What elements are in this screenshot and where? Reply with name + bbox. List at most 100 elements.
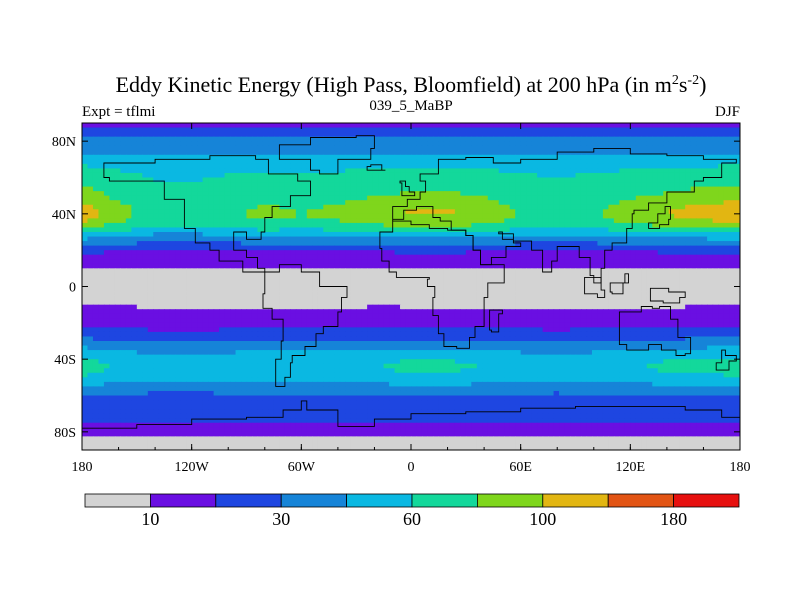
field-cell [251, 200, 259, 206]
field-cell [635, 172, 642, 179]
field-cell [197, 127, 204, 133]
field-cell [361, 123, 368, 129]
field-cell [186, 204, 193, 210]
field-cell [367, 291, 374, 297]
field-cell [679, 263, 686, 269]
field-cell [273, 123, 280, 129]
field-cell [125, 300, 132, 306]
field-cell [208, 218, 215, 224]
field-cell [690, 254, 697, 260]
field-cell [438, 268, 445, 274]
field-cell [586, 245, 593, 251]
field-cell [674, 172, 681, 179]
field-cell [438, 241, 445, 247]
field-cell [591, 209, 599, 215]
field-cell [564, 200, 571, 206]
field-cell [465, 236, 472, 242]
field-cell [416, 204, 423, 210]
field-cell [454, 200, 461, 206]
field-cell [443, 204, 450, 210]
field-cell [570, 182, 577, 188]
field-cell [213, 204, 220, 210]
field-cell [345, 141, 352, 147]
field-cell [729, 263, 736, 269]
field-cell [591, 191, 599, 197]
field-cell [147, 195, 154, 201]
field-cell [98, 159, 105, 165]
field-cell [624, 200, 631, 206]
field-cell [542, 154, 549, 160]
field-cell [306, 236, 313, 242]
field-cell [679, 127, 686, 133]
field-cell [405, 141, 412, 147]
field-cell [273, 132, 280, 138]
field-cell [542, 145, 549, 151]
field-cell [515, 272, 522, 279]
field-cell [641, 222, 648, 229]
field-cell [586, 186, 593, 192]
field-cell [586, 222, 593, 229]
field-cell [268, 172, 275, 179]
field-cell [114, 159, 121, 165]
field-cell [186, 254, 193, 260]
field-cell [290, 295, 297, 301]
field-cell [235, 123, 242, 129]
field-cell [323, 172, 330, 179]
field-cell [120, 145, 127, 151]
field-cell [504, 291, 511, 297]
field-cell [372, 227, 379, 233]
field-cell [389, 141, 396, 147]
field-cell [295, 218, 302, 224]
field-cell [416, 172, 423, 179]
field-cell [416, 123, 423, 129]
field-cell [251, 186, 259, 192]
field-cell [630, 172, 637, 179]
field-cell [202, 172, 209, 179]
field-cell [608, 281, 615, 288]
field-cell [400, 154, 407, 160]
field-cell [537, 259, 544, 265]
field-cell [443, 268, 450, 274]
field-cell [411, 132, 418, 138]
field-cell [520, 154, 527, 160]
field-cell [383, 213, 390, 219]
field-cell [241, 295, 248, 301]
field-cell [630, 277, 637, 283]
field-cell [685, 268, 692, 274]
field-cell [405, 163, 412, 170]
field-cell [630, 195, 637, 201]
field-cell [641, 132, 648, 138]
field-cell [542, 241, 549, 247]
field-cell [279, 123, 286, 129]
field-cell [575, 123, 582, 129]
field-cell [411, 145, 418, 151]
field-cell [553, 259, 560, 265]
field-cell [87, 218, 94, 224]
field-cell [712, 291, 719, 297]
field-cell [526, 232, 533, 238]
field-cell [378, 141, 385, 147]
field-cell [301, 136, 308, 142]
field-cell [591, 154, 599, 160]
field-cell [213, 123, 220, 129]
field-cell [498, 209, 505, 215]
field-cell [235, 236, 242, 242]
field-cell [295, 123, 302, 129]
field-cell [136, 222, 143, 229]
field-cell [432, 250, 440, 256]
field-cell [273, 236, 280, 242]
field-cell [696, 236, 703, 242]
field-cell [411, 277, 418, 283]
field-cell [301, 123, 308, 129]
field-cell [372, 254, 379, 260]
field-cell [734, 177, 740, 183]
field-cell [580, 245, 588, 251]
field-cell [372, 213, 379, 219]
field-cell [147, 245, 154, 251]
field-cell [718, 186, 725, 192]
field-cell [570, 159, 577, 165]
field-cell [202, 127, 209, 133]
field-cell [312, 177, 319, 183]
field-cell [504, 263, 511, 269]
field-cell [443, 295, 450, 301]
